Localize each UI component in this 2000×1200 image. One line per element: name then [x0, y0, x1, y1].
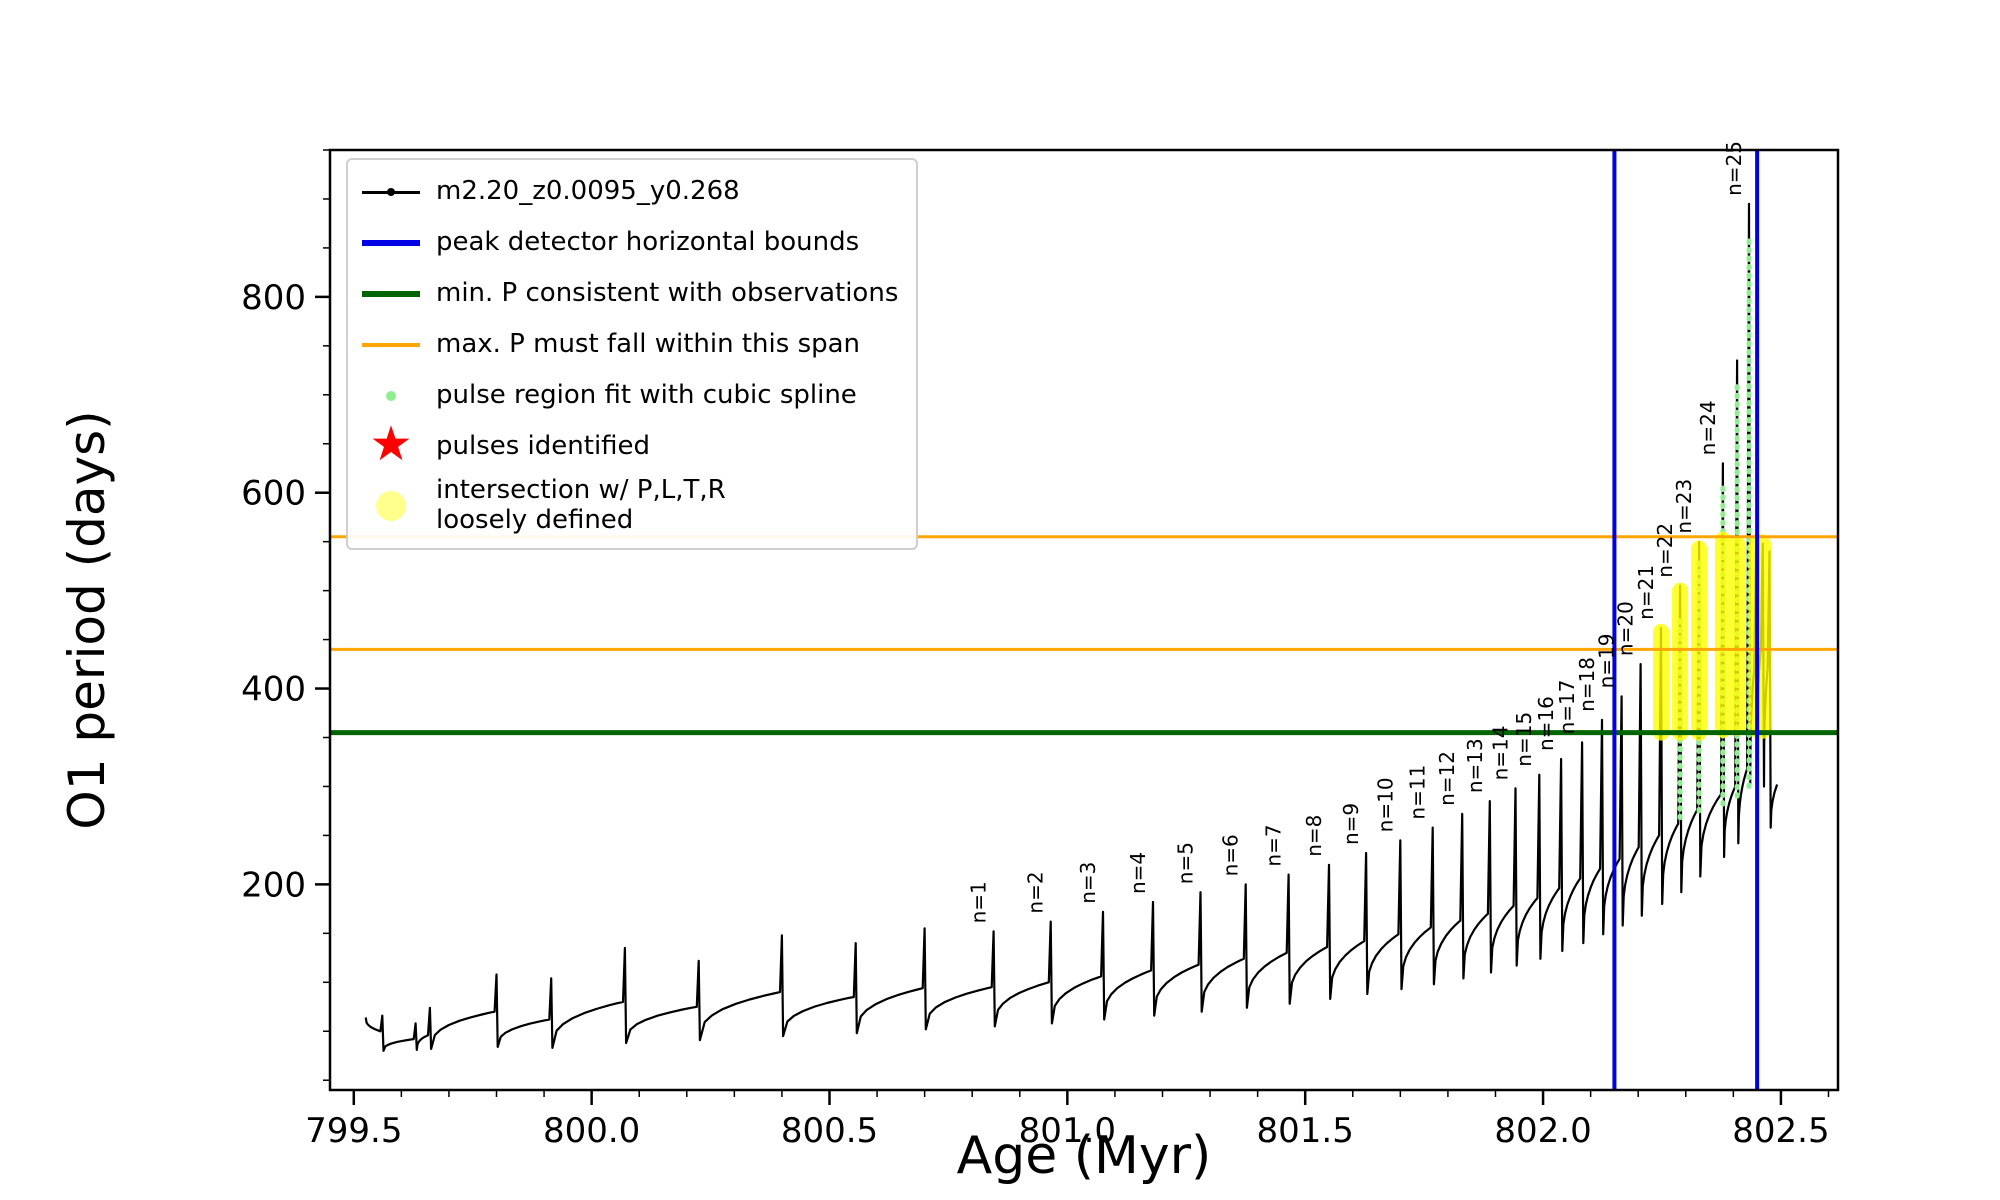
series-line-icon	[360, 170, 422, 214]
x-tick-label: 799.5	[305, 1111, 402, 1151]
yellow-circle-icon	[360, 484, 422, 528]
green-dot-icon	[360, 374, 422, 418]
legend-item: peak detector horizontal bounds	[360, 221, 898, 265]
legend-item-label: max. P must fall within this span	[436, 329, 861, 360]
pulse-annotation: n=25	[1722, 141, 1746, 196]
pulse-annotation: n=20	[1614, 601, 1638, 656]
x-tick-label: 801.5	[1257, 1111, 1354, 1151]
intersection-blob	[1748, 533, 1772, 740]
y-axis-label: O1 period (days)	[58, 410, 116, 830]
pulse-annotation: n=11	[1406, 765, 1430, 820]
orange-line-icon	[360, 323, 422, 367]
pulse-annotation: n=8	[1302, 815, 1326, 857]
pulse-annotation: n=2	[1024, 871, 1048, 913]
pulse-annotation: n=14	[1488, 726, 1512, 781]
pulse-annotation: n=12	[1435, 751, 1459, 806]
x-axis-label: Age (Myr)	[956, 1126, 1212, 1186]
pulse-annotation: n=15	[1512, 712, 1536, 767]
legend-item-label: peak detector horizontal bounds	[436, 227, 860, 258]
pulse-annotation: n=19	[1595, 633, 1619, 688]
x-tick-label: 802.5	[1732, 1111, 1829, 1151]
pulse-annotation: n=10	[1373, 777, 1397, 832]
pulse-annotation: n=24	[1696, 400, 1720, 455]
legend-item: max. P must fall within this span	[360, 323, 898, 367]
pulse-annotation: n=21	[1634, 565, 1658, 620]
x-tick-label: 801.0	[1019, 1111, 1116, 1151]
pulse-annotations: n=1 n=2 n=3 n=4 n=5 n=6 n=7 n=8 n=9 n=10 n=11 n=12 n…	[967, 141, 1746, 923]
legend-item-label: intersection w/ P,L,T,R loosely defined	[436, 475, 726, 535]
pulse-annotation: n=5	[1174, 842, 1198, 884]
legend-item-label: pulse region fit with cubic spline	[436, 380, 857, 411]
y-tick-label: 800	[241, 278, 306, 318]
axes-frame	[328, 148, 1840, 1092]
pulse-annotation: n=1	[967, 881, 991, 923]
pulse-annotation: n=13	[1463, 738, 1487, 793]
y-tick-label: 600	[241, 474, 306, 514]
green-line-icon	[360, 272, 422, 316]
red-star-icon: ★	[369, 416, 413, 472]
pulse-annotation: n=17	[1555, 680, 1579, 735]
pulse-annotation: n=9	[1339, 803, 1363, 845]
legend-item: intersection w/ P,L,T,R loosely defined	[360, 475, 898, 536]
legend-item-label: min. P consistent with observations	[436, 278, 899, 309]
legend-item: ★ pulses identified	[360, 416, 898, 472]
legend-item: pulse region fit with cubic spline	[360, 374, 898, 418]
legend-item-label: pulses identified	[436, 431, 651, 462]
pulse-annotation: n=18	[1575, 657, 1599, 712]
pulse-annotation: n=22	[1653, 523, 1677, 578]
legend: m2.20_z0.0095_y0.268 peak detector horiz…	[346, 158, 919, 550]
pulse-annotation: n=23	[1672, 479, 1696, 534]
pulse-annotation: n=7	[1262, 824, 1286, 866]
legend-item-label: m2.20_z0.0095_y0.268	[436, 176, 740, 207]
legend-item: min. P consistent with observations	[360, 272, 898, 316]
pulse-annotation: n=6	[1219, 834, 1243, 876]
y-tick-label: 200	[241, 865, 306, 905]
legend-item: m2.20_z0.0095_y0.268	[360, 170, 898, 214]
blue-line-icon	[360, 221, 422, 265]
x-tick-label: 800.0	[543, 1111, 640, 1151]
peak-detector-bounds	[1612, 150, 1760, 1090]
y-tick-label: 400	[241, 670, 306, 710]
pulse-annotation: n=16	[1534, 696, 1558, 751]
pulse-annotation: n=3	[1076, 862, 1100, 904]
x-tick-label: 802.0	[1494, 1111, 1591, 1151]
pulse-annotation: n=4	[1126, 852, 1150, 894]
axis-ticks: 799.5 800.0 800.5 801.0 801.5 802.0 802.5 200 40…	[241, 149, 1830, 1151]
x-tick-label: 800.5	[781, 1111, 878, 1151]
intersection-region	[1653, 531, 1772, 741]
